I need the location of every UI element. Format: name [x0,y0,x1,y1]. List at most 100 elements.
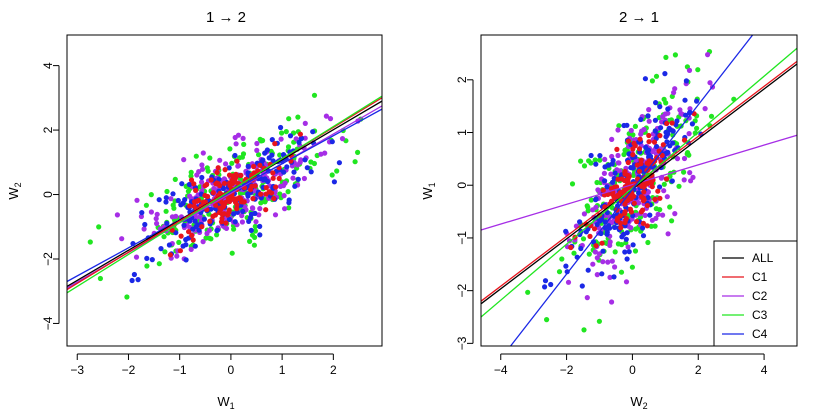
point-c2 [687,170,693,176]
panel-1-x-axis: −3 −2 −1 0 1 2 [70,353,337,377]
point-c1 [232,199,239,205]
point-c2 [235,163,241,169]
point-c1 [221,203,227,210]
y-tick-label: −2 [455,283,469,297]
point-c4 [624,256,630,262]
point-c4 [683,78,690,84]
point-c4 [626,249,632,255]
point-c1 [622,220,628,226]
point-c2 [173,213,179,219]
point-c4 [232,219,238,225]
x-tick-label: −2 [560,363,574,377]
point-c4 [640,233,647,239]
point-c2 [318,151,324,157]
point-c1 [252,183,258,189]
point-c3 [612,249,618,255]
point-c3 [256,152,262,158]
point-c2 [607,239,613,245]
point-c2 [181,157,187,163]
point-c4 [139,210,145,216]
point-c2 [188,246,194,252]
point-c4 [269,137,275,143]
point-c3 [279,130,285,136]
point-c4 [149,257,155,263]
panel-2-title: 2 → 1 [619,9,659,26]
point-c1 [652,196,658,202]
point-c2 [590,207,596,213]
point-c1 [638,157,644,163]
point-c2 [256,212,262,218]
panel-2-x-axis: −4 −2 0 2 4 [494,353,768,377]
point-c4 [563,228,569,234]
point-c3 [97,275,103,282]
point-c4 [564,269,570,275]
point-c1 [657,195,663,201]
point-c3 [277,152,283,158]
point-c4 [657,184,663,190]
point-c1 [221,211,227,217]
point-c1 [271,195,277,202]
point-c4 [689,121,696,127]
panel-2-lines [480,34,798,347]
point-c4 [636,190,642,196]
x-tick-label: −4 [494,363,508,377]
point-c3 [188,173,194,179]
legend-label-c4: C4 [752,327,768,341]
point-c1 [618,225,624,231]
panel-1-y-label: W2 [6,182,23,199]
point-c1 [591,226,598,232]
point-c2 [282,206,288,212]
point-c2 [639,128,645,134]
point-c4 [226,165,232,171]
point-c1 [593,243,599,249]
point-c3 [588,197,594,203]
point-c1 [217,190,223,196]
point-c1 [631,193,637,199]
y-tick-label: 0 [455,182,469,189]
point-c1 [623,215,630,222]
point-c4 [604,229,610,235]
panel-2-y-label: W1 [420,182,437,199]
point-c1 [669,120,675,126]
point-c3 [214,232,220,238]
point-c3 [252,228,258,234]
x-tick-label: 0 [629,363,636,377]
point-c4 [642,76,649,82]
point-c2 [119,236,125,242]
point-c4 [281,169,287,175]
point-c3 [308,159,314,165]
point-c4 [621,122,627,129]
point-c1 [611,194,617,200]
point-c1 [257,162,263,168]
point-c3 [686,152,692,158]
point-c4 [670,128,676,134]
point-c1 [186,229,192,235]
panel-2: 2 → 1 −4 −2 0 2 4 −3 −2 −1 0 1 2 W2 W1 ALL C1 C2 C3 C… [420,9,798,411]
point-c4 [310,129,316,135]
point-c3 [594,179,600,186]
point-c4 [609,161,615,167]
point-c2 [239,219,245,225]
x-tick-label: −3 [70,363,84,377]
point-c3 [585,204,591,210]
x-tick-label: −2 [122,363,136,377]
point-c4 [621,231,627,237]
point-c4 [192,243,198,249]
point-c4 [622,249,628,255]
point-c1 [216,209,223,216]
point-c4 [308,169,314,175]
point-c4 [583,229,589,235]
point-c2 [707,80,713,86]
point-c2 [616,160,622,166]
point-c4 [597,218,603,224]
point-c2 [254,147,260,153]
point-c2 [617,168,623,174]
point-c1 [276,175,282,182]
point-c1 [272,141,278,147]
point-c2 [154,211,160,217]
point-c3 [645,239,651,246]
point-c3 [172,176,178,182]
point-c1 [234,158,240,164]
point-c2 [686,67,693,73]
point-c3 [596,318,603,324]
